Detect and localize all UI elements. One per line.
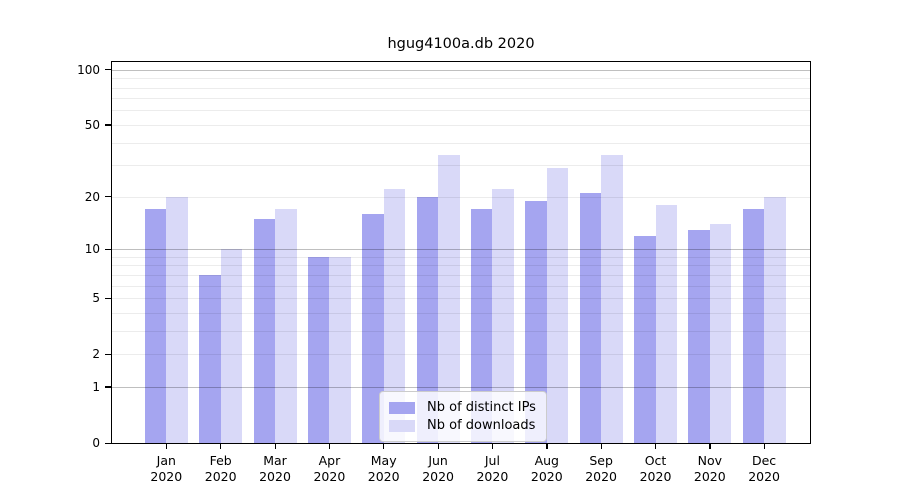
bar-distinct-ips-mar (253, 218, 275, 443)
y-gridline-7 (112, 274, 810, 276)
x-tick-label-oct: Oct 2020 (639, 453, 672, 484)
y-gridline-70 (112, 98, 810, 100)
bar-distinct-ips-nov (688, 229, 710, 443)
bar-distinct-ips-aug (525, 200, 547, 443)
x-tick-label-mar: Mar 2020 (259, 453, 291, 484)
bar-distinct-ips-dec (742, 209, 765, 443)
y-tick-label-2: 2 (92, 347, 100, 362)
y-gridline-5 (112, 298, 810, 299)
y-gridline-20 (112, 196, 810, 198)
bar-downloads-feb (220, 249, 243, 443)
y-tick-mark-2 (105, 353, 112, 355)
bar-downloads-jun (438, 155, 460, 443)
x-tick-label-may: May 2020 (367, 453, 400, 484)
legend-label-distinct-ips: Nb of distinct IPs (427, 400, 536, 415)
x-tick-mark-sep (600, 443, 602, 449)
y-tick-mark-0 (105, 442, 112, 444)
y-tick-label-1: 1 (92, 379, 100, 394)
bar-downloads-sep (601, 155, 623, 443)
x-tick-label-jul: Jul 2020 (476, 453, 509, 484)
bar-downloads-dec (764, 196, 786, 443)
bar-distinct-ips-jul (470, 209, 493, 443)
x-tick-label-jun: Jun 2020 (422, 453, 454, 484)
plot-area: 0 1 2 5 10 20 50 100 Jan 2020 Feb 2020 Mar 2020 Apr 20… (77, 61, 811, 484)
y-gridline-3 (112, 330, 810, 332)
x-tick-mark-oct (655, 443, 657, 449)
y-tick-label-10: 10 (84, 242, 100, 256)
x-tick-mark-nov (709, 443, 711, 449)
bar-downloads-apr (329, 256, 351, 443)
x-tick-label-jan: Jan 2020 (150, 453, 183, 484)
bar-distinct-ips-may (362, 213, 384, 443)
y-gridline-90 (112, 78, 810, 80)
bar-downloads-oct (655, 204, 677, 443)
y-gridline-1 (112, 386, 810, 388)
bar-distinct-ips-oct (634, 235, 656, 443)
y-gridline-4 (112, 312, 810, 314)
y-tick-mark-100 (105, 69, 112, 71)
chart-title: hgug4100a.db 2020 (387, 36, 535, 52)
bar-distinct-ips-feb (199, 274, 221, 443)
x-tick-mark-jan (165, 443, 168, 449)
bar-distinct-ips-sep (579, 192, 602, 443)
y-gridline-2 (112, 354, 810, 356)
x-tick-mark-apr (328, 443, 331, 449)
y-tick-mark-50 (105, 124, 112, 126)
bar-downloads-jul (492, 189, 514, 443)
bar-downloads-jan (166, 196, 188, 443)
y-gridline-50 (112, 124, 810, 126)
x-tick-label-nov: Nov 2020 (693, 453, 726, 484)
bar-downloads-mar (275, 209, 297, 443)
legend: Nb of distinct IPs Nb of downloads (379, 391, 547, 442)
y-gridline-8 (112, 265, 810, 267)
x-tick-mark-jul (491, 443, 494, 449)
bar-distinct-ips-jun (416, 196, 439, 443)
y-gridline-6 (112, 285, 810, 287)
y-tick-label-0: 0 (92, 436, 100, 450)
y-tick-mark-10 (105, 248, 112, 250)
x-tick-mark-jun (437, 443, 439, 449)
y-gridline-30 (112, 165, 810, 167)
y-tick-label-5: 5 (92, 291, 100, 305)
y-gridline-100 (112, 69, 810, 71)
y-tick-mark-20 (105, 196, 112, 198)
x-tick-mark-mar (274, 443, 276, 449)
legend-item-downloads: Nb of downloads (389, 417, 537, 434)
y-gridline-10 (112, 249, 810, 250)
x-tick-label-aug: Aug 2020 (530, 453, 563, 484)
bar-downloads-aug (546, 167, 569, 443)
x-tick-label-dec: Dec 2020 (748, 453, 780, 484)
y-tick-label-50: 50 (84, 117, 100, 132)
bar-distinct-ips-jan (144, 209, 167, 443)
x-tick-mark-aug (546, 443, 548, 449)
y-gridline-9 (112, 256, 810, 258)
legend-swatch-downloads (389, 419, 415, 432)
x-tick-mark-dec (763, 443, 765, 449)
y-tick-mark-5 (105, 297, 112, 299)
x-tick-mark-may (383, 443, 385, 449)
x-tick-label-apr: Apr 2020 (313, 453, 346, 484)
y-tick-label-100: 100 (77, 62, 100, 77)
legend-label-downloads: Nb of downloads (427, 418, 536, 433)
x-tick-label-sep: Sep 2020 (585, 453, 617, 484)
y-gridline-80 (112, 87, 810, 89)
bar-downloads-nov (709, 223, 732, 443)
y-tick-label-20: 20 (84, 189, 100, 204)
y-gridline-40 (112, 142, 810, 144)
bar-downloads-may (383, 189, 406, 443)
x-tick-mark-feb (220, 443, 222, 449)
legend-swatch-distinct-ips (389, 401, 415, 414)
legend-item-distinct-ips: Nb of distinct IPs (389, 399, 537, 416)
y-gridline-60 (112, 110, 810, 112)
bar-distinct-ips-apr (307, 256, 330, 443)
y-tick-mark-1 (105, 386, 112, 388)
x-tick-label-feb: Feb 2020 (204, 453, 237, 484)
